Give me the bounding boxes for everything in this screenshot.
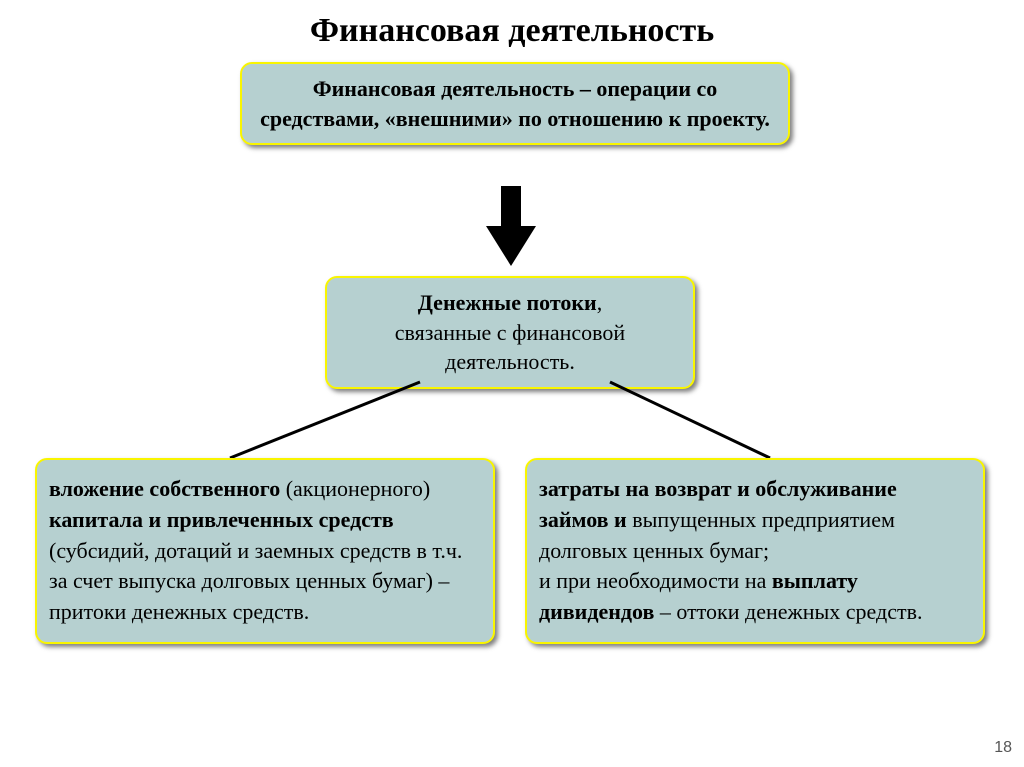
arrow-down-icon (486, 186, 536, 266)
cashflows-box: Денежные потоки, связанные с финансовой … (325, 276, 695, 389)
outflows-box: затраты на возврат и обслуживание займов… (525, 458, 985, 644)
cashflows-line2: связанные с финансовой деятельность. (395, 320, 625, 375)
page-number: 18 (994, 739, 1012, 757)
cashflows-bold: Денежные потоки (418, 290, 597, 315)
lb-p4: (субсидий, дотаций и заемных средств в т… (49, 538, 462, 625)
inflows-box: вложение собственного (акционерного) кап… (35, 458, 495, 644)
definition-box: Финансовая деятельность – операции со ср… (240, 62, 790, 145)
page-title: Финансовая деятельность (0, 0, 1024, 50)
rb-p6: – оттоки денежных средств. (654, 599, 922, 624)
lb-p1: вложение собственного (49, 476, 280, 501)
rb-p4: и при необходимости на (539, 568, 772, 593)
lb-p2: (акционерного) (280, 476, 430, 501)
cashflows-comma: , (597, 290, 603, 315)
lb-p3: капитала и привлеченных средств (49, 507, 394, 532)
